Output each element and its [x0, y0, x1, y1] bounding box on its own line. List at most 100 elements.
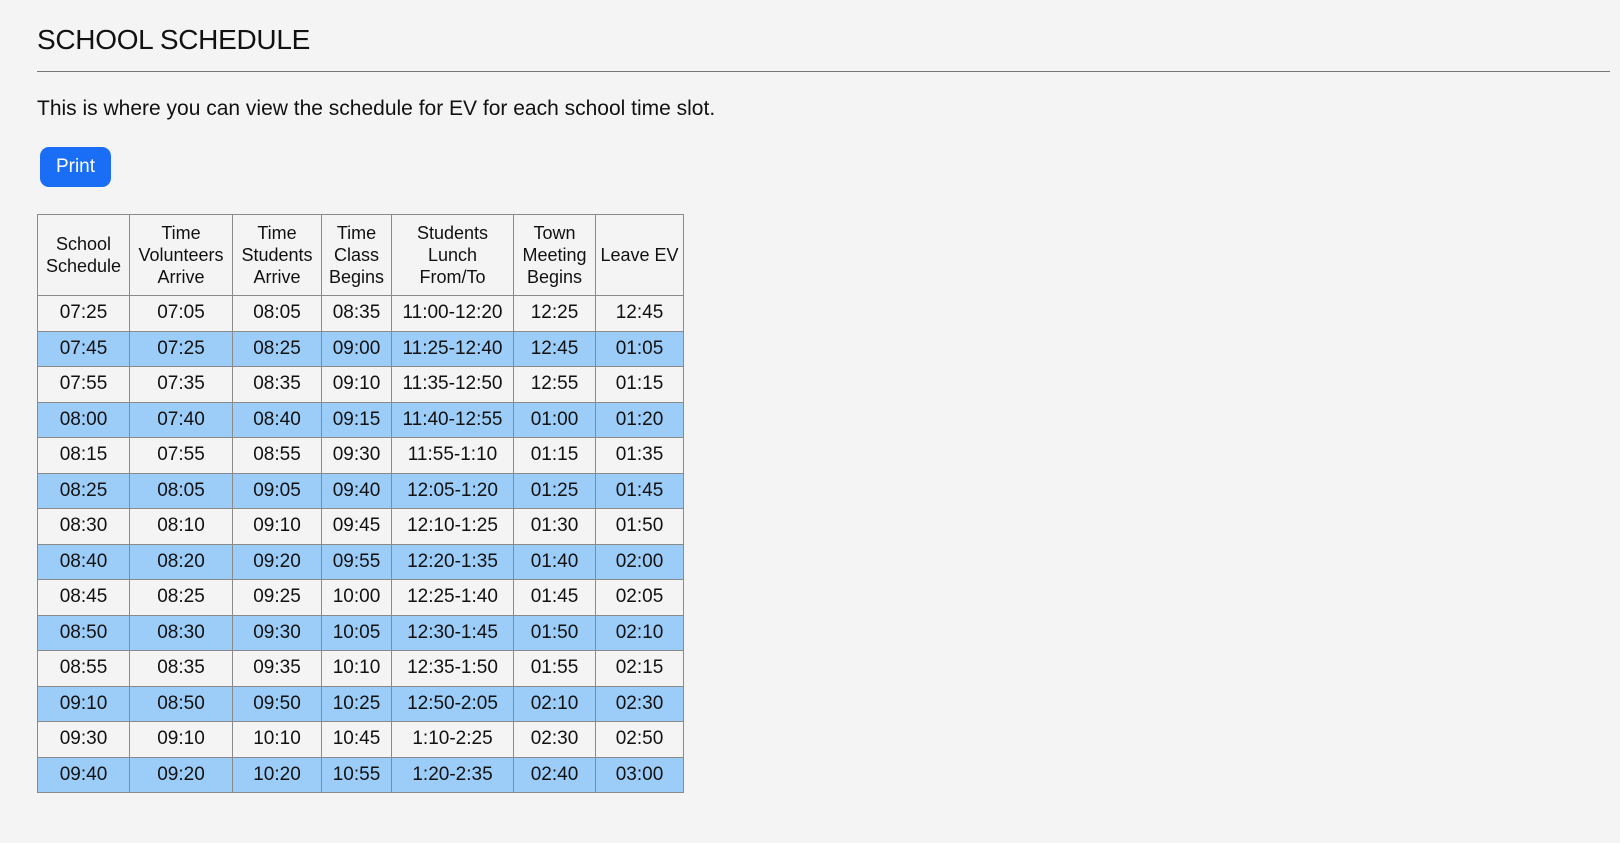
- table-cell: 07:05: [129, 295, 233, 332]
- table-cell: 10:05: [321, 614, 392, 651]
- table-cell: 08:35: [321, 295, 392, 332]
- table-cell: 08:50: [37, 614, 130, 651]
- table-cell: 08:35: [129, 650, 233, 687]
- table-cell: 01:00: [513, 401, 596, 438]
- table-cell: 09:40: [321, 472, 392, 509]
- table-cell: 08:55: [232, 437, 322, 474]
- column-header-line: Meeting: [522, 245, 587, 265]
- table-row: 08:00 07:40 08:40 09:15 11:40-12:55 01:00 01:2…: [37, 401, 684, 438]
- table-cell: 01:15: [595, 366, 684, 403]
- table-row: 08:40 08:20 09:20 09:55 12:20-1:35 01:40 02:00: [37, 543, 684, 580]
- table-cell: 01:55: [513, 650, 596, 687]
- table-cell: 09:10: [232, 508, 322, 545]
- table-cell: 09:15: [321, 401, 392, 438]
- table-cell: 08:05: [232, 295, 322, 332]
- table-cell: 1:10-2:25: [391, 721, 514, 758]
- table-cell: 08:55: [37, 650, 130, 687]
- table-cell: 01:25: [513, 472, 596, 509]
- table-cell: 12:10-1:25: [391, 508, 514, 545]
- table-cell: 09:35: [232, 650, 322, 687]
- table-cell: 10:25: [321, 685, 392, 722]
- page-description: This is where you can view the schedule …: [37, 97, 716, 120]
- table-cell: 10:10: [321, 650, 392, 687]
- table-cell: 10:55: [321, 756, 392, 793]
- table-cell: 09:30: [37, 721, 130, 758]
- column-header-line: Arrive: [157, 267, 205, 287]
- column-header-line: Time: [161, 223, 201, 243]
- column-header-line: Volunteers: [138, 245, 224, 265]
- table-cell: 09:10: [37, 685, 130, 722]
- table-row: 09:30 09:10 10:10 10:45 1:10-2:25 02:30 02:50: [37, 721, 684, 758]
- table-header-row: School Schedule Time Volunteers Arrive Time St…: [37, 214, 684, 296]
- column-header-line: From/To: [419, 267, 486, 287]
- table-cell: 02:10: [513, 685, 596, 722]
- table-cell: 12:35-1:50: [391, 650, 514, 687]
- table-cell: 01:35: [595, 437, 684, 474]
- table-cell: 01:50: [513, 614, 596, 651]
- column-header-line: Leave EV: [600, 245, 679, 265]
- table-cell: 09:10: [321, 366, 392, 403]
- table-cell: 01:15: [513, 437, 596, 474]
- table-cell: 08:20: [129, 543, 233, 580]
- table-cell: 12:05-1:20: [391, 472, 514, 509]
- table-cell: 12:20-1:35: [391, 543, 514, 580]
- table-cell: 09:50: [232, 685, 322, 722]
- column-header-line: Arrive: [253, 267, 301, 287]
- table-header: School Schedule Time Volunteers Arrive Time St…: [37, 214, 684, 296]
- table-cell: 09:10: [129, 721, 233, 758]
- print-button[interactable]: Print: [40, 147, 111, 187]
- table-cell: 08:40: [37, 543, 130, 580]
- table-row: 07:45 07:25 08:25 09:00 11:25-12:40 12:45 01:0…: [37, 330, 684, 367]
- table-cell: 08:30: [129, 614, 233, 651]
- column-header-line: Time: [257, 223, 297, 243]
- table-cell: 01:45: [513, 579, 596, 616]
- table-cell: 08:30: [37, 508, 130, 545]
- page-title: SCHOOL SCHEDULE: [37, 24, 310, 55]
- table-cell: 12:50-2:05: [391, 685, 514, 722]
- column-header-line: Students: [241, 245, 313, 265]
- column-header-line: Lunch: [427, 245, 478, 265]
- table-cell: 01:50: [595, 508, 684, 545]
- table-cell: 01:40: [513, 543, 596, 580]
- table-cell: 11:55-1:10: [391, 437, 514, 474]
- table-cell: 02:50: [595, 721, 684, 758]
- table-cell: 01:05: [595, 330, 684, 367]
- table-row: 09:10 08:50 09:50 10:25 12:50-2:05 02:10 02:30: [37, 685, 684, 722]
- table-cell: 08:25: [37, 472, 130, 509]
- table-cell: 09:45: [321, 508, 392, 545]
- table-cell: 02:30: [595, 685, 684, 722]
- table-body: 07:25 07:05 08:05 08:35 11:00-12:20 12:25 12:4…: [37, 295, 684, 793]
- column-header: Town Meeting Begins: [513, 214, 596, 296]
- table-cell: 08:25: [129, 579, 233, 616]
- table-row: 08:25 08:05 09:05 09:40 12:05-1:20 01:25 01:45: [37, 472, 684, 509]
- column-header: School Schedule: [37, 214, 130, 296]
- table-cell: 10:20: [232, 756, 322, 793]
- table-cell: 02:15: [595, 650, 684, 687]
- table-cell: 11:25-12:40: [391, 330, 514, 367]
- column-header: Time Volunteers Arrive: [129, 214, 233, 296]
- table-cell: 09:55: [321, 543, 392, 580]
- table-cell: 08:45: [37, 579, 130, 616]
- table-cell: 09:05: [232, 472, 322, 509]
- table-cell: 12:55: [513, 366, 596, 403]
- table-row: 07:25 07:05 08:05 08:35 11:00-12:20 12:25 12:4…: [37, 295, 684, 332]
- table-row: 07:55 07:35 08:35 09:10 11:35-12:50 12:55 01:1…: [37, 366, 684, 403]
- table-cell: 11:40-12:55: [391, 401, 514, 438]
- column-header: Students Lunch From/To: [391, 214, 514, 296]
- table-cell: 01:45: [595, 472, 684, 509]
- table-cell: 09:20: [232, 543, 322, 580]
- table-row: 08:30 08:10 09:10 09:45 12:10-1:25 01:30 01:50: [37, 508, 684, 545]
- table-cell: 10:10: [232, 721, 322, 758]
- table-cell: 07:35: [129, 366, 233, 403]
- column-header-line: Begins: [328, 267, 385, 287]
- table-cell: 08:00: [37, 401, 130, 438]
- table-cell: 02:10: [595, 614, 684, 651]
- table-row: 08:55 08:35 09:35 10:10 12:35-1:50 01:55 02:15: [37, 650, 684, 687]
- table-cell: 08:25: [232, 330, 322, 367]
- table-row: 08:50 08:30 09:30 10:05 12:30-1:45 01:50 02:10: [37, 614, 684, 651]
- column-header-line: Time: [336, 223, 377, 243]
- column-header-line: Begins: [526, 267, 583, 287]
- table-cell: 12:30-1:45: [391, 614, 514, 651]
- column-header-line: Students: [416, 223, 489, 243]
